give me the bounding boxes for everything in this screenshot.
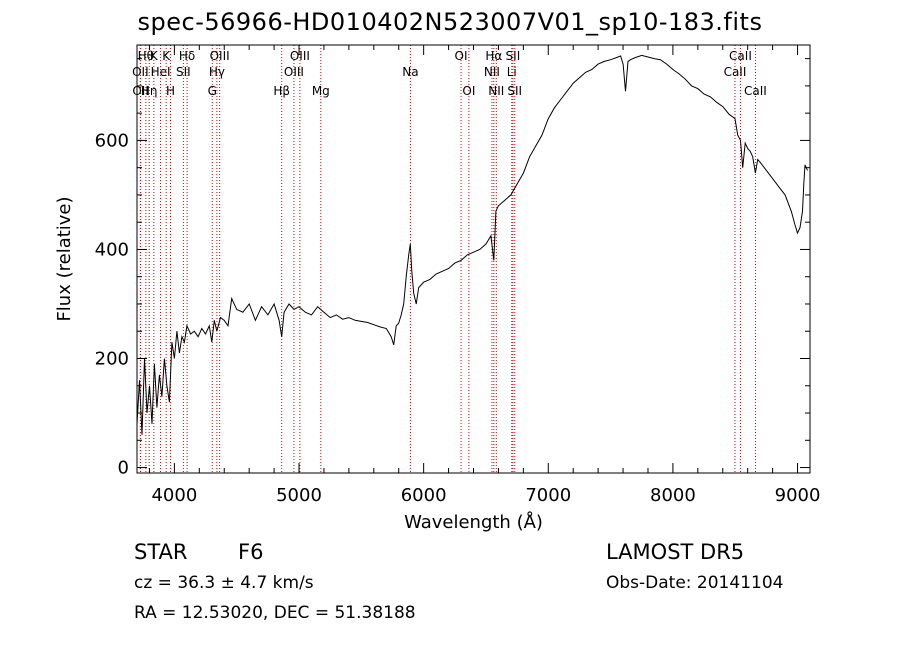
spectral-line-label: Hη [141,84,158,98]
x-axis-ticks: 4000 5000 6000 7000 8000 9000 [148,45,821,506]
spectral-line-label: CaII [744,84,767,98]
spectral-line-label: K [150,49,159,63]
spectral-line-label: OIII [210,49,230,63]
spectral-line-label: Hδ [179,49,195,63]
spectral-line-label: Hγ [209,65,225,79]
x-tick-label: 6000 [401,485,447,506]
y-axis-ticks: 0 200 400 600 [95,58,810,479]
spectral-line-label: H [166,84,175,98]
spectral-line-label: CaII [724,65,747,79]
spectrum-line [136,54,808,435]
spectral-line-label: SII [507,84,522,98]
spectral-line-labels: OIIOIIHθHηKHeIKHSIIHδGHγOIIIHβOIIIOIIIMg… [132,49,767,98]
spectral-line-label: Hβ [273,84,290,98]
chart-title: spec-56966-HD010402N523007V01_sp10-183.f… [137,8,763,36]
coordinates-readout: RA = 12.53020, DEC = 51.38188 [134,603,416,623]
spectral-line-label: Li [507,65,517,79]
x-tick-label: 4000 [151,485,197,506]
spectral-line-label: SII [506,49,521,63]
spectral-type: F6 [238,540,264,564]
spectral-line-label: K [162,49,171,63]
spectral-line-label: Mg [312,84,330,98]
spectral-line-label: G [208,84,217,98]
spectral-line-label: OI [455,49,468,63]
spectral-line-label: HeI [151,65,171,79]
plot-frame [136,44,811,474]
spectral-line-label: Na [402,65,418,79]
x-tick-label: 5000 [276,485,322,506]
x-axis-label: Wavelength (Å) [404,511,543,533]
observation-date: Obs-Date: 20141104 [606,573,784,593]
spectral-line-label: NII [488,84,504,98]
y-tick-label: 0 [118,458,129,479]
spectral-line-label: OIII [284,65,304,79]
spectral-line-label: Hθ [138,49,154,63]
spectral-line-label: OII [132,65,149,79]
spectral-line-label: Hα [485,49,502,63]
y-axis-label: Flux (relative) [54,196,75,321]
spectral-line-label: OII [132,84,149,98]
redshift-readout: cz = 36.3 ± 4.7 km/s [134,573,314,593]
y-tick-label: 600 [95,130,129,151]
x-tick-label: 9000 [775,485,821,506]
spectral-line-label: CaII [729,49,752,63]
spectral-line-label: OI [462,84,475,98]
spectral-line-markers [139,45,756,473]
x-tick-label: 7000 [525,485,571,506]
spectral-line-label: OIII [290,49,310,63]
object-class-label: STAR [134,540,188,564]
y-tick-label: 200 [95,349,129,370]
spectral-line-label: NII [484,65,500,79]
y-tick-label: 400 [95,239,129,260]
survey-name: LAMOST DR5 [606,540,745,564]
x-tick-label: 8000 [650,485,696,506]
spectral-line-label: SII [176,65,191,79]
